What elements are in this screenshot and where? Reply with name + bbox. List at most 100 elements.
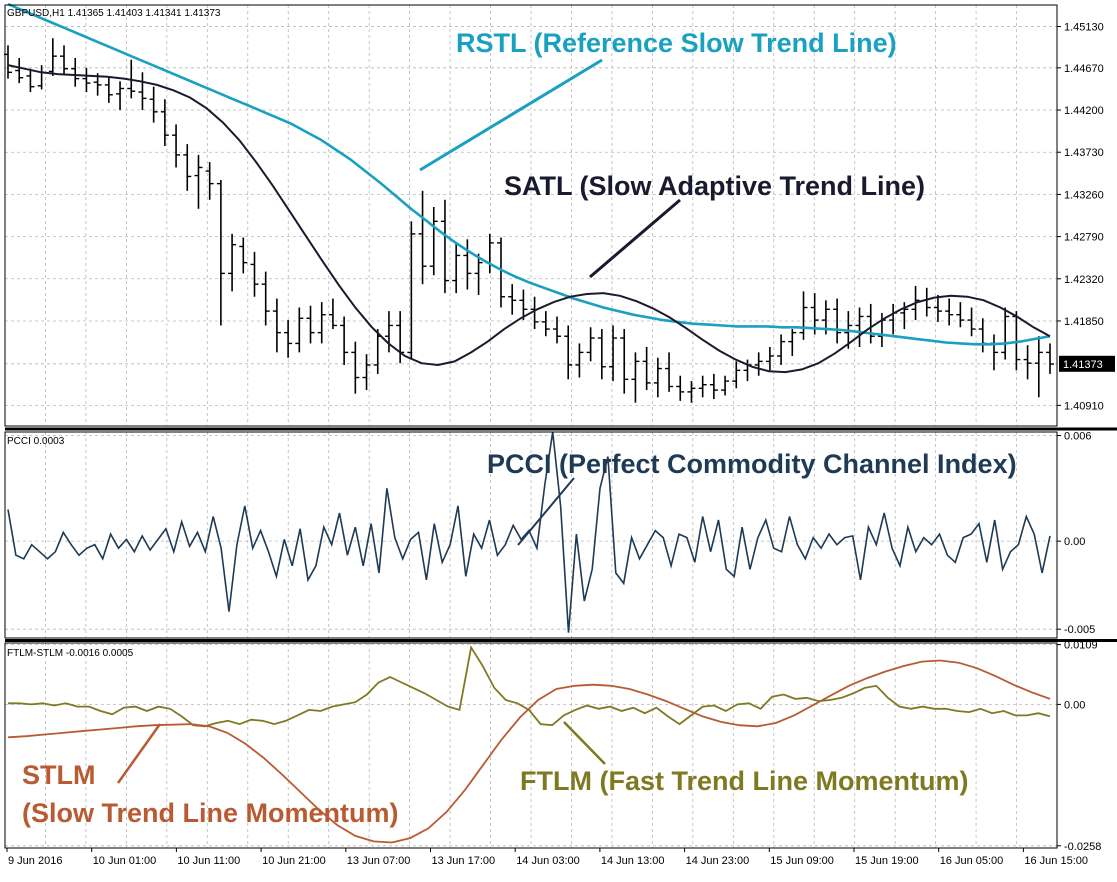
price-bar <box>866 303 875 344</box>
price-bar <box>833 298 842 344</box>
price-bar <box>71 57 80 87</box>
price-bar <box>205 162 214 200</box>
x-tick-label: 10 Jun 01:00 <box>93 855 157 867</box>
price-bar <box>60 45 69 75</box>
price-bar <box>586 327 595 362</box>
y-tick-label: 1.41850 <box>1064 316 1104 328</box>
x-tick-label: 10 Jun 21:00 <box>262 855 326 867</box>
satl-pointer <box>589 198 681 279</box>
price-bar <box>138 72 147 111</box>
axes: 1.45130 1.44670 1.44200 1.43730 1.43260 1.427… <box>6 22 1115 867</box>
price-bar <box>418 190 427 285</box>
annotation-pointers <box>116 58 681 784</box>
price-bar <box>340 316 349 365</box>
price-bar <box>261 271 270 326</box>
y-tick-label: 1.43260 <box>1064 189 1104 201</box>
rstl-pointer <box>419 58 603 172</box>
x-tick-label: 15 Jun 09:00 <box>770 855 834 867</box>
x-tick-label: 13 Jun 07:00 <box>347 855 411 867</box>
price-bar <box>116 81 125 111</box>
y-tick-label: 0.0109 <box>1064 640 1098 652</box>
price-bar <box>317 302 326 344</box>
stlm-line <box>7 659 1051 844</box>
panel-frame-0 <box>4 4 1058 427</box>
price-bar <box>362 354 371 391</box>
price-bar <box>609 325 618 382</box>
price-bar <box>732 361 741 389</box>
x-tick-label: 15 Jun 19:00 <box>855 855 919 867</box>
price-bar <box>564 325 573 380</box>
price-bar <box>508 284 517 315</box>
current-price-box <box>1059 355 1115 372</box>
price-bar <box>553 316 562 344</box>
price-bar <box>575 343 584 378</box>
price-bar <box>48 38 57 76</box>
price-bar <box>765 347 774 371</box>
pcci-pointer <box>517 477 575 546</box>
x-tick-label: 10 Jun 11:00 <box>177 855 240 867</box>
price-bar <box>26 68 35 93</box>
price-bar <box>228 233 237 292</box>
price-bar <box>855 307 864 348</box>
price-bar <box>1034 336 1043 398</box>
price-bar <box>721 375 730 396</box>
price-panel <box>4 2 1054 403</box>
price-bar <box>777 334 786 365</box>
price-bar <box>463 239 472 290</box>
x-tick-label: 13 Jun 17:00 <box>432 855 496 867</box>
price-bar <box>272 298 281 353</box>
price-bar <box>754 352 763 376</box>
price-bar <box>474 253 483 295</box>
price-bar <box>351 341 360 394</box>
panel-frame-1 <box>4 431 1058 639</box>
price-bar <box>956 302 965 328</box>
price-bar <box>104 77 113 103</box>
satl-line <box>7 64 1051 374</box>
x-tick-label: 16 Jun 05:00 <box>940 855 1004 867</box>
price-bar <box>653 357 662 398</box>
price-panel-header: GBPUSD,H1 1.41365 1.41403 1.41341 1.4137… <box>7 8 221 19</box>
price-bar <box>676 375 685 401</box>
y-tick-label: 1.43730 <box>1064 147 1104 159</box>
x-tick-label: 14 Jun 13:00 <box>601 855 665 867</box>
price-bar <box>295 307 304 353</box>
panel-frame-2 <box>4 642 1058 849</box>
ftlm-pointer <box>563 721 606 765</box>
price-bar <box>642 347 651 391</box>
y-tick-label: 1.45130 <box>1064 22 1104 34</box>
price-bar <box>698 375 707 398</box>
price-bar <box>933 294 942 322</box>
y-tick-label: 1.44670 <box>1064 63 1104 75</box>
ftlm-stlm-panel <box>7 644 1051 844</box>
x-tick-label: 9 Jun 2016 <box>8 855 62 867</box>
price-bar <box>496 237 505 308</box>
y-tick-label: 1.44200 <box>1064 105 1104 117</box>
price-bar <box>239 237 248 274</box>
price-bar <box>530 296 539 330</box>
chart-frame <box>4 4 1117 849</box>
price-bar <box>1023 345 1032 380</box>
y-tick-label: 1.42320 <box>1064 274 1104 286</box>
y-tick-label: 0.00 <box>1064 536 1085 548</box>
stlm-pointer <box>116 723 162 784</box>
stlm-label-2: (Slow Trend Line Momentum) <box>22 798 399 828</box>
x-tick-label: 14 Jun 23:00 <box>686 855 750 867</box>
y-tick-label: 0.00 <box>1064 699 1085 711</box>
price-bar <box>407 221 416 360</box>
price-bar <box>597 329 606 380</box>
price-bar <box>149 86 158 123</box>
price-bar <box>306 305 315 344</box>
price-bar <box>194 154 203 209</box>
y-tick-label: 0.006 <box>1064 431 1092 443</box>
x-tick-label: 14 Jun 03:00 <box>516 855 580 867</box>
rstl-line <box>7 2 1051 346</box>
price-bar <box>945 298 954 326</box>
x-tick-label: 16 Jun 15:00 <box>1024 855 1088 867</box>
price-bar <box>620 329 629 394</box>
price-bar <box>183 144 192 191</box>
price-bar <box>429 206 438 276</box>
y-tick-label: 1.40910 <box>1064 400 1104 412</box>
price-bar <box>172 124 181 168</box>
